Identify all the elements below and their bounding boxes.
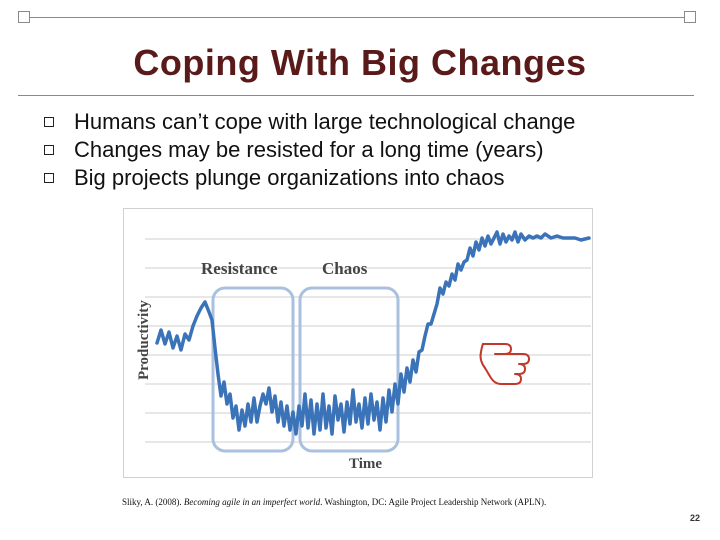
- square-bullet-icon: [44, 173, 54, 183]
- citation-prefix: Sliky, A. (2008).: [122, 497, 184, 507]
- pointing-hand-icon: [479, 343, 530, 385]
- top-right-corner-box: [684, 11, 696, 23]
- top-rule: [18, 17, 694, 18]
- square-bullet-icon: [44, 145, 54, 155]
- bullet-item: Big projects plunge organizations into c…: [42, 164, 575, 192]
- bullet-item: Changes may be resisted for a long time …: [42, 136, 575, 164]
- chaos-phase-box: [298, 286, 400, 453]
- page-number: 22: [689, 513, 700, 523]
- x-axis-label: Time: [349, 456, 382, 472]
- citation-suffix: . Washington, DC: Agile Project Leadersh…: [320, 497, 547, 507]
- bullet-text: Changes may be resisted for a long time …: [74, 137, 544, 162]
- productivity-figure: Resistance Chaos Productivity Time: [123, 208, 593, 478]
- bullet-item: Humans can’t cope with large technologic…: [42, 108, 575, 136]
- slide-title: Coping With Big Changes: [133, 42, 587, 83]
- square-bullet-icon: [44, 117, 54, 127]
- figure-frame: [123, 208, 593, 478]
- top-left-corner-box: [18, 11, 30, 23]
- citation-title: Becoming agile in an imperfect world: [183, 497, 321, 507]
- citation: Sliky, A. (2008). Becoming agile in an i…: [122, 497, 546, 507]
- y-axis-label: Productivity: [136, 300, 152, 380]
- bullet-text: Humans can’t cope with large technologic…: [74, 109, 576, 134]
- resistance-phase-box: [211, 286, 295, 453]
- chaos-label: Chaos: [322, 259, 368, 278]
- title-rule: [18, 95, 694, 96]
- bullet-text: Big projects plunge organizations into c…: [74, 165, 505, 190]
- resistance-label: Resistance: [201, 259, 278, 278]
- bullet-list: Humans can’t cope with large technologic…: [42, 108, 575, 192]
- productivity-line: [155, 230, 591, 436]
